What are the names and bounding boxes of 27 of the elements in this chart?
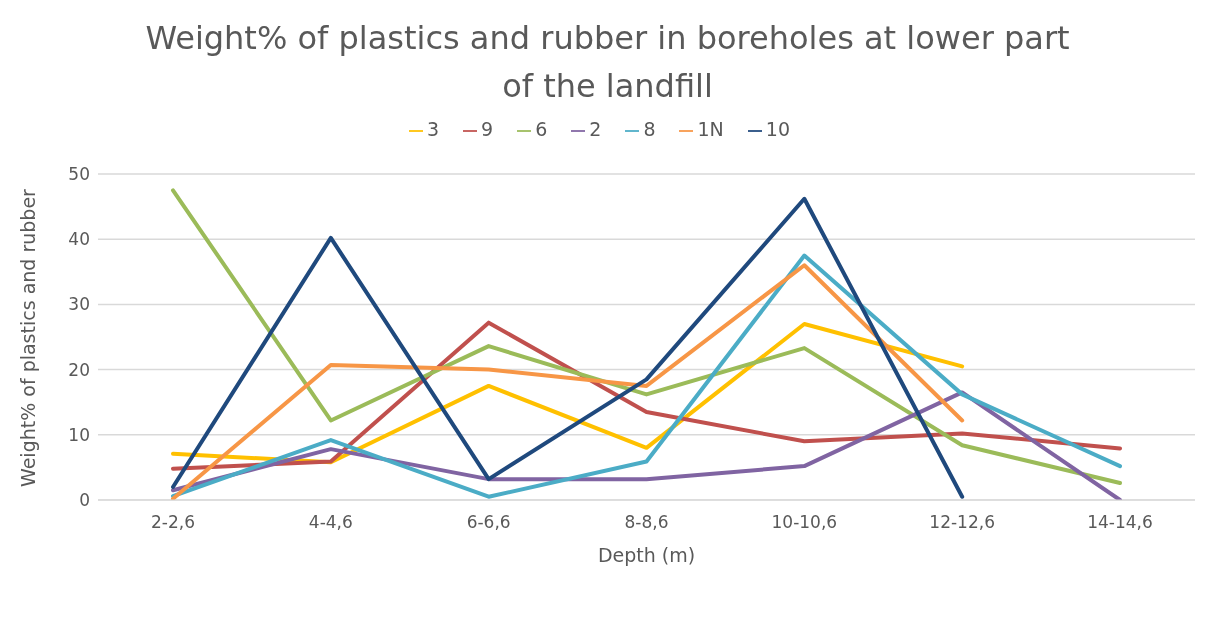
line-series xyxy=(171,263,965,500)
legend-label: 9 xyxy=(481,118,494,140)
x-axis-title: Depth (m) xyxy=(597,544,696,566)
y-tick-label: 50 xyxy=(68,164,90,185)
legend-label: 1N xyxy=(697,118,724,140)
line-series xyxy=(171,188,1122,486)
legend-label: 10 xyxy=(765,118,790,140)
legend-label: 2 xyxy=(589,118,602,140)
chart-title: Weight% of plastics and rubber in boreholes at lower part of the landfill xyxy=(144,18,1071,107)
y-tick-label: 20 xyxy=(68,359,90,380)
x-tick-label: 12-12,6 xyxy=(929,512,995,533)
y-axis-title: Weight% of plastics and rubber xyxy=(16,188,39,487)
x-tick-label: 4-4,6 xyxy=(308,512,353,533)
x-tick-label: 2-2,6 xyxy=(151,512,195,533)
y-tick-label: 0 xyxy=(79,490,90,511)
x-tick-label: 6-6,6 xyxy=(466,512,511,533)
y-tick-label: 10 xyxy=(68,424,90,445)
x-tick-label: 14-14,6 xyxy=(1087,512,1153,533)
legend-label: 3 xyxy=(427,118,440,140)
line-series xyxy=(171,253,1122,499)
y-tick-label: 30 xyxy=(68,294,90,315)
legend-label: 6 xyxy=(535,118,548,140)
x-tick-label: 8-8,6 xyxy=(624,512,669,533)
y-tick-label: 40 xyxy=(68,229,90,250)
line-series xyxy=(171,196,965,499)
legend-label: 8 xyxy=(643,118,656,140)
x-tick-label: 10-10,6 xyxy=(771,512,838,533)
